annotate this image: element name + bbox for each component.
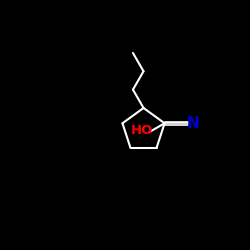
Text: HO: HO (130, 124, 153, 138)
Text: N: N (187, 116, 200, 131)
